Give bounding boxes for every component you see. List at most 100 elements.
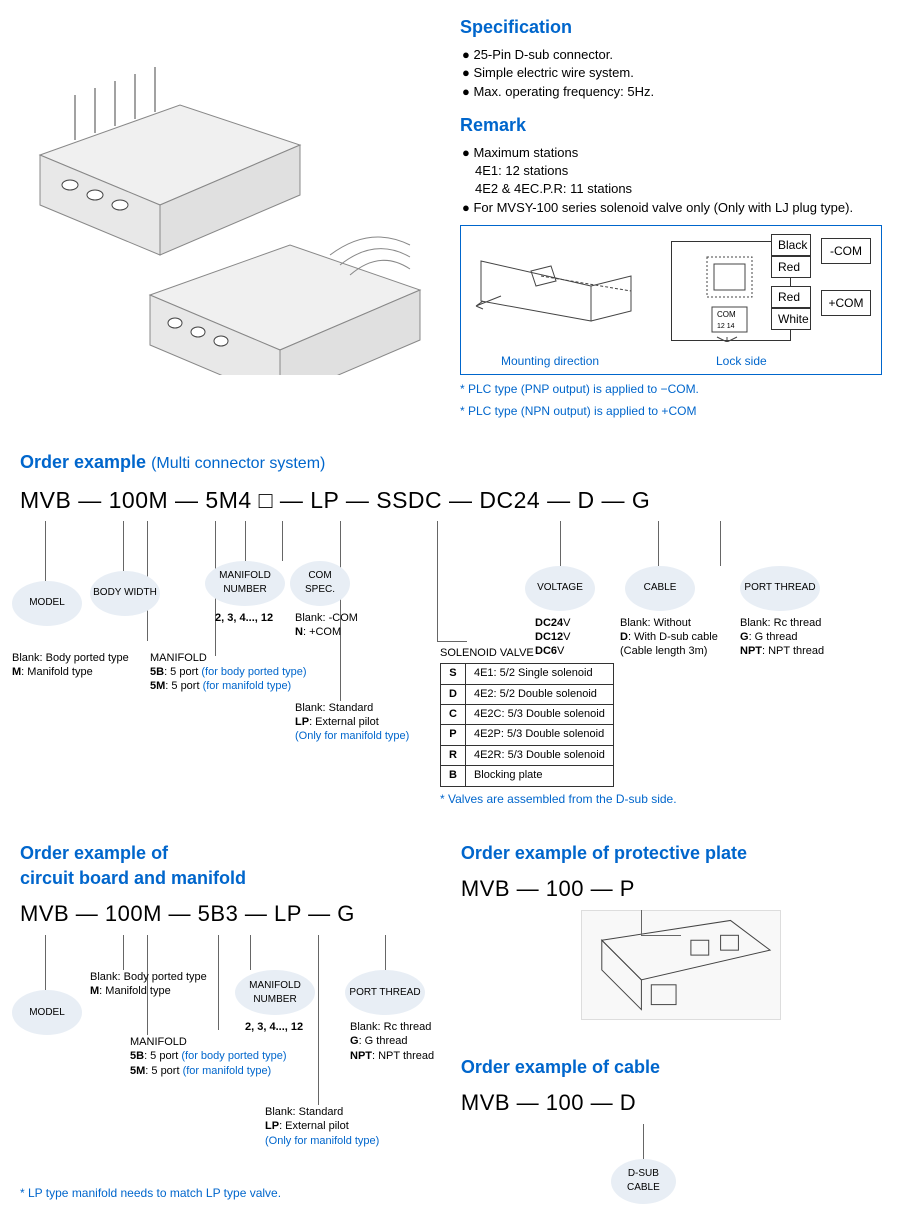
text: (for manifold type) <box>183 1065 272 1077</box>
connector-line <box>218 935 219 1030</box>
bottom-section: Order example of circuit board and manif… <box>20 841 882 1204</box>
text: Blank: -COM <box>295 612 358 624</box>
text: : +COM <box>303 626 341 638</box>
model-label: MODEL <box>12 990 82 1035</box>
text: : 5/2 Single solenoid <box>494 667 593 679</box>
text: (for body ported type) <box>201 666 306 678</box>
order4-code: MVB — 100 — D <box>461 1088 882 1119</box>
text: Blank: Rc thread <box>350 1021 431 1033</box>
remark-item: Maximum stations <box>462 144 882 162</box>
text: V <box>563 631 570 643</box>
mounting-sketch-icon <box>471 241 651 351</box>
plc-note: * PLC type (NPN output) is applied to +C… <box>460 403 882 420</box>
table-row: P4E2P: 5/3 Double solenoid <box>441 725 614 745</box>
wire-black: Black <box>771 234 811 257</box>
manifold-desc: MANIFOLD 5B: 5 port (for body ported typ… <box>130 1035 287 1078</box>
connector-line <box>123 521 124 571</box>
text: MANIFOLD <box>150 652 207 664</box>
product-image <box>20 15 440 375</box>
connector-line <box>385 935 386 970</box>
text: G <box>350 1035 359 1047</box>
text: : 5 port <box>145 1065 182 1077</box>
wire-red: Red <box>771 256 811 279</box>
text: Blank: Body ported type <box>90 971 207 983</box>
plc-note: * PLC type (PNP output) is applied to −C… <box>460 381 882 398</box>
pcom-tag: +COM <box>821 290 871 317</box>
body-desc: Blank: Body ported type M: Manifold type <box>12 651 129 680</box>
protective-plate-image <box>581 910 781 1020</box>
text: (for manifold type) <box>203 680 292 692</box>
ncom-tag: -COM <box>821 238 871 265</box>
text: DC24 <box>535 617 563 629</box>
cable-label: CABLE <box>625 566 695 611</box>
order4-title: Order example of cable <box>461 1055 882 1080</box>
sv-title: SOLENOID VALVE <box>440 646 677 661</box>
top-row: Specification 25-Pin D-sub connector. Si… <box>20 15 882 420</box>
connector-line <box>658 521 659 566</box>
port-desc: Blank: Rc thread G: G thread NPT: NPT th… <box>740 616 824 659</box>
text: Blank: Standard <box>295 702 373 714</box>
connector-line <box>45 935 46 990</box>
table-row: S4E1: 5/2 Single solenoid <box>441 664 614 684</box>
model-label: MODEL <box>12 581 82 626</box>
cell: Blocking plate <box>465 766 613 786</box>
spec-item: Max. operating frequency: 5Hz. <box>462 83 882 101</box>
connector-line <box>250 935 251 970</box>
text: 4E2C <box>474 708 502 720</box>
text: N <box>295 626 303 638</box>
text: : NPT thread <box>372 1050 434 1062</box>
remark-title: Remark <box>460 113 882 138</box>
text: Blank: Body ported type <box>12 652 129 664</box>
text: : 5 port <box>165 680 202 692</box>
spec-title: Specification <box>460 15 882 40</box>
text: V <box>563 617 570 629</box>
text: 2, 3, 4..., 12 <box>215 612 273 624</box>
cell: 4E2: 5/2 Double solenoid <box>465 684 613 704</box>
order2-code: MVB — 100M — 5B3 — LP — G <box>20 899 451 930</box>
text: : G thread <box>749 631 798 643</box>
text: MANIFOLD <box>130 1036 187 1048</box>
text: : 5 port <box>144 1050 181 1062</box>
text: M <box>12 666 21 678</box>
wire-white: White <box>771 308 811 331</box>
wiring-diagram: COM 12 14 Black Red -COM Red White +COM … <box>460 225 882 375</box>
text: 5M <box>130 1065 145 1077</box>
text: DC12 <box>535 631 563 643</box>
cell: R <box>441 745 466 765</box>
right-column-orders: Order example of protective plate MVB — … <box>461 841 882 1204</box>
text: : With D-sub cable <box>628 631 718 643</box>
cell: 4E2P: 5/3 Double solenoid <box>465 725 613 745</box>
mounting-label: Mounting direction <box>501 353 599 370</box>
text: : 5 port <box>164 666 201 678</box>
sv-section: SOLENOID VALVE S4E1: 5/2 Single solenoid… <box>440 646 677 808</box>
pilot-desc: Blank: Standard LP: External pilot (Only… <box>265 1105 379 1148</box>
remark-list: Maximum stations <box>460 144 882 162</box>
connector-line <box>45 521 46 581</box>
text: : 5/2 Double solenoid <box>494 688 597 700</box>
text: : 5/3 Double solenoid <box>501 708 604 720</box>
text: LP <box>265 1120 279 1132</box>
cell: 4E2R: 5/3 Double solenoid <box>465 745 613 765</box>
connector-line <box>720 521 721 566</box>
remark-item: For MVSY-100 series solenoid valve only … <box>462 199 882 217</box>
connector-line <box>437 641 467 642</box>
spec-item: Simple electric wire system. <box>462 64 882 82</box>
plate-sketch-icon <box>582 910 780 1020</box>
table-row: R4E2R: 5/3 Double solenoid <box>441 745 614 765</box>
order2-title2: circuit board and manifold <box>20 866 451 891</box>
wire-red2: Red <box>771 286 811 309</box>
manifold-num-label: MANIFOLD NUMBER <box>205 561 285 606</box>
cell: D <box>441 684 466 704</box>
order1-sub: (Multi connector system) <box>151 455 325 472</box>
lp-footnote: * LP type manifold needs to match LP typ… <box>20 1185 451 1202</box>
remark-sub: 4E2 & 4EC.P.R: 11 stations <box>460 180 882 198</box>
text: NPT <box>350 1050 372 1062</box>
connector-line <box>282 521 283 561</box>
dsub-label: D-SUB CABLE <box>611 1159 676 1204</box>
manifold-num-desc: 2, 3, 4..., 12 <box>245 1020 303 1034</box>
port-label: PORT THREAD <box>345 970 425 1015</box>
text: 4E2 <box>474 688 494 700</box>
connector-line <box>437 521 438 641</box>
connector-line <box>245 521 246 561</box>
remark-sub: 4E1: 12 stations <box>460 162 882 180</box>
